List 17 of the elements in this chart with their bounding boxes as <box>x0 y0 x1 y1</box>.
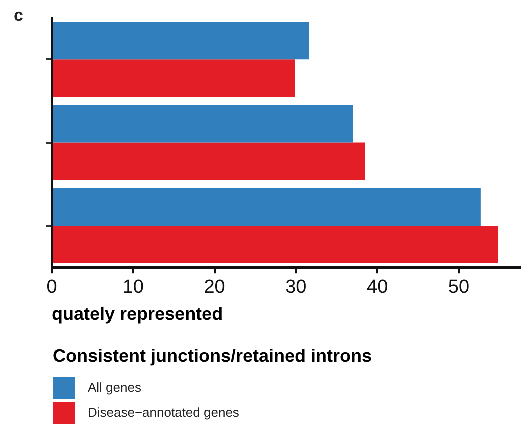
legend-label: All genes <box>88 380 142 395</box>
x-tick-label: 50 <box>448 277 470 298</box>
x-tick-label: 40 <box>366 277 388 298</box>
legend-label: Disease−annotated genes <box>88 405 240 420</box>
bar <box>53 188 481 226</box>
x-tick-label: 30 <box>286 277 307 298</box>
x-axis-title: quately represented <box>52 304 224 324</box>
x-tick-label: 0 <box>46 277 58 298</box>
text: c <box>14 6 24 26</box>
x-tick-label: 20 <box>204 277 226 298</box>
bar <box>53 142 366 180</box>
bar <box>53 60 296 98</box>
legend-title: Consistent junctions/retained introns <box>53 346 372 367</box>
x-tick-label: 10 <box>122 277 144 298</box>
bar <box>53 105 354 143</box>
bar <box>53 22 310 60</box>
bar <box>53 226 498 264</box>
